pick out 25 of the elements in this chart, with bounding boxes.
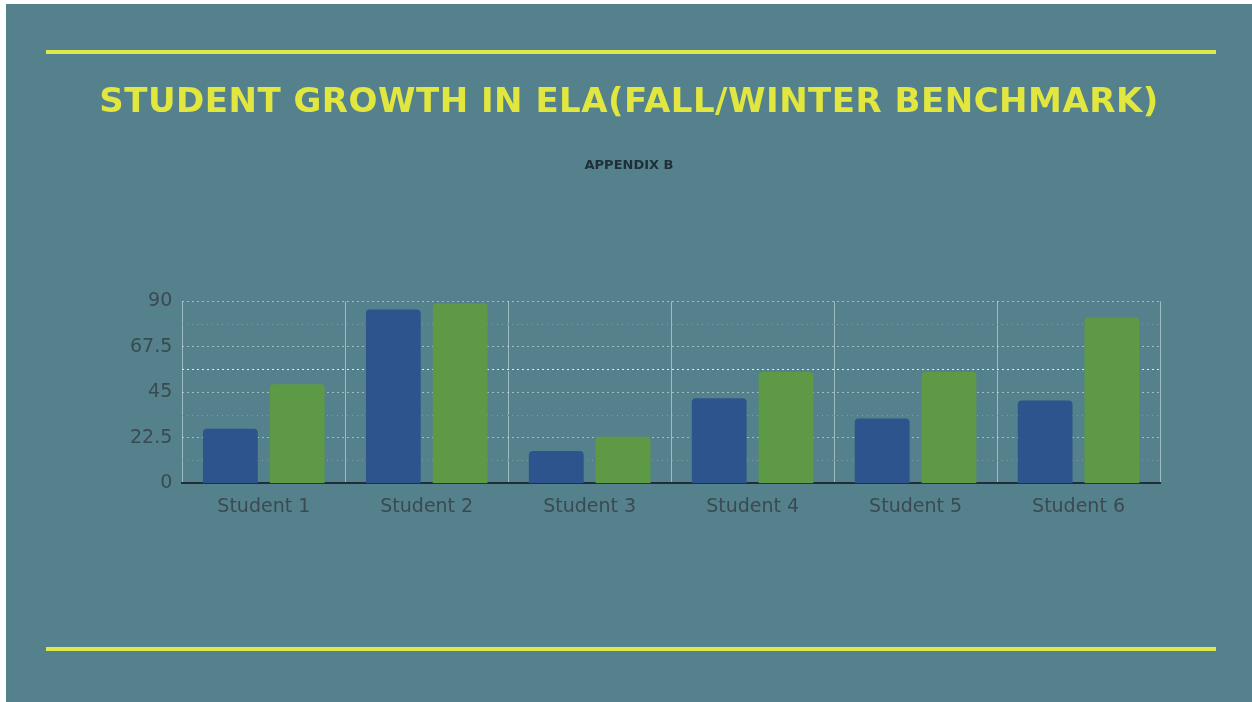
- bar: [432, 303, 488, 484]
- y-tick-label: 0: [160, 470, 173, 493]
- bar: [921, 372, 977, 484]
- y-tick-label: 22.5: [129, 424, 173, 447]
- bar: [595, 436, 651, 484]
- x-tick-label: Student 3: [543, 493, 637, 516]
- x-tick-label: Student 2: [380, 493, 474, 516]
- x-tick-label: Student 6: [1032, 493, 1125, 516]
- bar: [202, 428, 258, 484]
- bar: [1017, 400, 1073, 484]
- bar: [691, 398, 747, 484]
- chart-subtitle: APPENDIX B: [583, 157, 675, 172]
- bar: [528, 450, 584, 484]
- chart-title: STUDENT GROWTH IN ELA(FALL/WINTER BENCHMARK): [98, 80, 1160, 120]
- x-tick-label: Student 5: [869, 493, 963, 516]
- bar: [1084, 317, 1140, 484]
- bar: [758, 372, 814, 484]
- x-tick-label: Student 1: [217, 493, 311, 516]
- x-tick-label: Student 4: [706, 493, 800, 516]
- bar: [854, 418, 910, 484]
- bar: [269, 384, 325, 484]
- y-tick-label: 90: [148, 288, 173, 311]
- y-tick-label: 67.5: [129, 333, 173, 356]
- y-tick-label: 45: [148, 379, 173, 402]
- bar: [365, 309, 421, 484]
